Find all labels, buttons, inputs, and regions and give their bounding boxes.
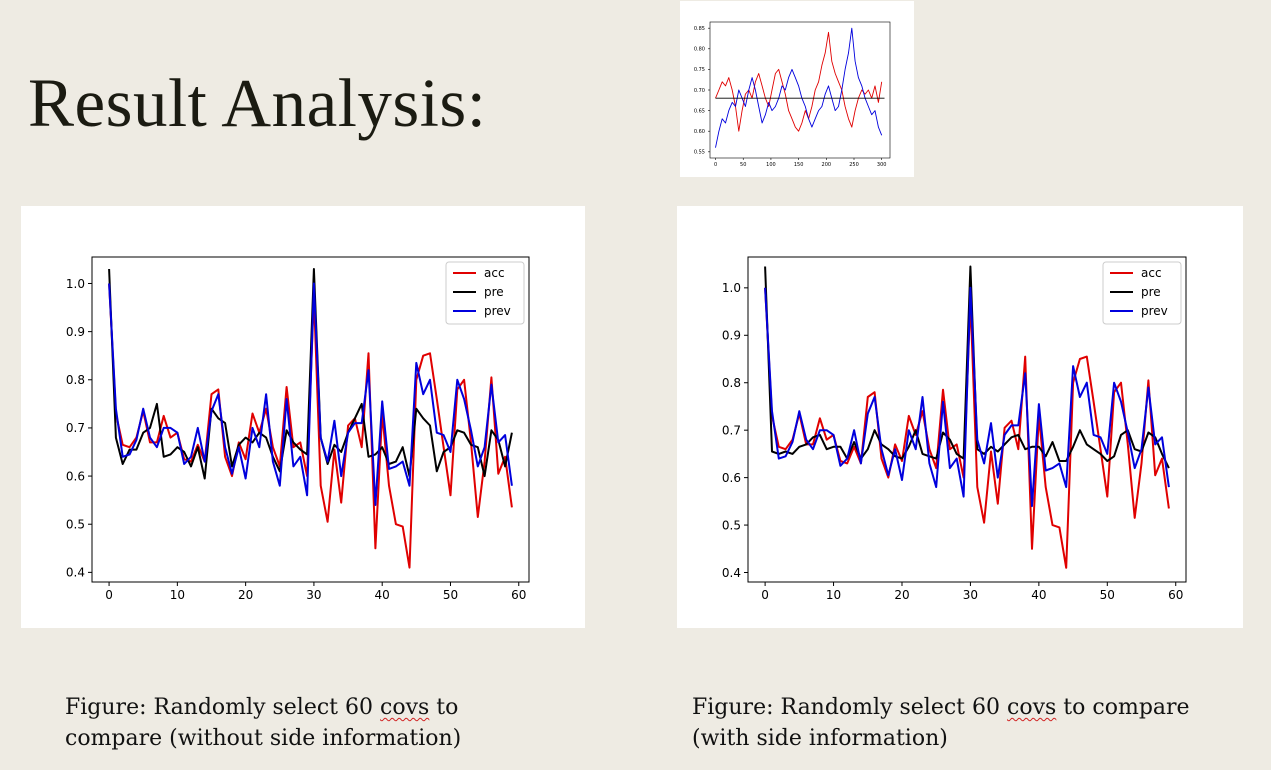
slide-title: Result Analysis: (28, 65, 487, 141)
y-tick-label: 0.4 (66, 566, 85, 580)
x-tick-label: 300 (877, 162, 887, 168)
y-tick-label: 0.8 (722, 376, 741, 390)
legend-label-pre: pre (1141, 285, 1161, 299)
x-tick-label: 30 (306, 588, 321, 602)
x-tick-label: 0 (105, 588, 113, 602)
caption-right: Figure: Randomly select 60 covs to compa… (692, 692, 1190, 754)
y-tick-label: 0.75 (694, 67, 705, 73)
plot-frame (747, 256, 1187, 583)
x-tick-label: 0 (714, 162, 717, 168)
series-line-prev (764, 286, 1170, 508)
y-tick-label: 0.60 (694, 129, 705, 135)
x-tick-label: 100 (766, 162, 776, 168)
legend-label-prev: prev (1141, 304, 1168, 318)
y-tick-label: 1.0 (722, 281, 741, 295)
plot-frame (91, 256, 530, 583)
y-tick-label: 0.5 (722, 518, 741, 532)
y-tick-label: 0.7 (66, 421, 85, 435)
y-tick-label: 0.9 (722, 329, 741, 343)
x-tick-label: 50 (1100, 588, 1115, 602)
caption-left-line1: Figure: Randomly select 60 covs to (65, 692, 461, 723)
y-tick-label: 0.65 (694, 108, 705, 114)
caption-right-line2: (with side information) (692, 726, 948, 751)
x-tick-label: 40 (375, 588, 390, 602)
caption-right-text-b: to compare (1056, 695, 1190, 720)
series-line-prev (108, 282, 513, 506)
legend-box (445, 261, 525, 325)
chart-without-side-info: 0 10 20 30 40 50 60 0.4 0.5 0.6 0.7 0.8 0.9 1.0 acc pre… (21, 206, 585, 628)
caption-left-text-a: Figure: Randomly select 60 (65, 695, 381, 720)
x-tick-label: 40 (1031, 588, 1046, 602)
x-tick-label: 0 (761, 588, 769, 602)
spellcheck-word: covs (380, 695, 430, 720)
series-line-0000dd (715, 27, 883, 148)
x-tick-label: 10 (826, 588, 841, 602)
y-tick-label: 0.80 (694, 47, 705, 53)
y-tick-label: 0.5 (66, 518, 85, 532)
y-tick-label: 0.85 (694, 26, 705, 32)
x-tick-label: 20 (894, 588, 909, 602)
y-tick-label: 0.4 (722, 566, 741, 580)
legend-label-prev: prev (484, 304, 511, 318)
legend-label-acc: acc (484, 266, 505, 280)
x-tick-label: 10 (170, 588, 185, 602)
series-line-acc (764, 287, 1170, 569)
caption-left: Figure: Randomly select 60 covs to compa… (65, 692, 461, 754)
x-tick-label: 60 (1168, 588, 1183, 602)
x-tick-label: 50 (740, 162, 746, 168)
caption-right-line1: Figure: Randomly select 60 covs to compa… (692, 692, 1190, 723)
x-tick-label: 250 (849, 162, 859, 168)
series-line-acc (108, 283, 513, 569)
x-tick-label: 50 (443, 588, 458, 602)
x-tick-label: 60 (511, 588, 526, 602)
legend: acc pre prev (1102, 261, 1182, 325)
chart-right-svg: 0 10 20 30 40 50 60 0.4 0.5 0.6 0.7 0.8 0.9 1.0 acc pre… (722, 256, 1187, 602)
caption-right-text-a: Figure: Randomly select 60 (692, 695, 1008, 720)
spellcheck-word: covs (1007, 695, 1057, 720)
small-chart-image: 0 50 100 150 200 250 300 0.55 0.60 0.65 0.70 0.75 0.… (680, 1, 914, 177)
caption-left-line2: compare (without side information) (65, 726, 462, 751)
x-tick-label: 20 (238, 588, 253, 602)
y-tick-label: 0.7 (722, 423, 741, 437)
x-tick-label: 30 (963, 588, 978, 602)
legend: acc pre prev (445, 261, 525, 325)
legend-label-pre: pre (484, 285, 504, 299)
legend-box (1102, 261, 1182, 325)
chart-left-svg: 0 10 20 30 40 50 60 0.4 0.5 0.6 0.7 0.8 0.9 1.0 acc pre… (66, 256, 530, 602)
y-tick-label: 0.9 (66, 325, 85, 339)
y-tick-label: 0.6 (66, 469, 85, 483)
x-tick-label: 200 (822, 162, 832, 168)
small-chart-svg: 0 50 100 150 200 250 300 0.55 0.60 0.65 0.70 0.75 0.… (694, 21, 891, 168)
x-tick-label: 150 (794, 162, 804, 168)
series-line-e00000 (715, 31, 883, 132)
y-tick-label: 0.6 (722, 471, 741, 485)
y-tick-label: 1.0 (66, 277, 85, 291)
y-tick-label: 0.55 (694, 150, 705, 156)
legend-label-acc: acc (1141, 266, 1162, 280)
y-tick-label: 0.70 (694, 88, 705, 94)
y-tick-label: 0.8 (66, 373, 85, 387)
caption-left-text-b: to (429, 695, 459, 720)
chart-with-side-info: 0 10 20 30 40 50 60 0.4 0.5 0.6 0.7 0.8 0.9 1.0 acc pre… (677, 206, 1243, 628)
